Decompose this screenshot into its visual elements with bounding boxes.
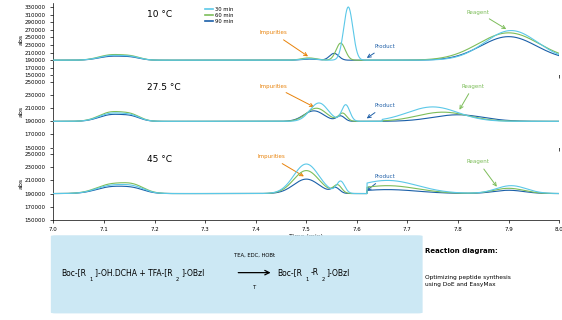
Text: T: T	[252, 285, 256, 291]
Text: Product: Product	[368, 103, 395, 118]
Text: Reagent: Reagent	[460, 84, 484, 109]
Text: Reagent: Reagent	[467, 159, 496, 186]
Text: 2: 2	[321, 277, 325, 282]
Text: Boc-[R: Boc-[R	[61, 268, 86, 277]
Text: TEA, EDC, HOBt: TEA, EDC, HOBt	[234, 253, 275, 258]
Text: Reaction diagram:: Reaction diagram:	[425, 248, 498, 253]
Text: 27.5 °C: 27.5 °C	[147, 83, 180, 92]
Text: 10 °C: 10 °C	[147, 11, 172, 20]
Text: 45 °C: 45 °C	[147, 155, 172, 164]
Text: ]-OH.DCHA + TFA-[R: ]-OH.DCHA + TFA-[R	[95, 268, 173, 277]
Text: Optimizing peptide synthesis
using DoE and EasyMax: Optimizing peptide synthesis using DoE a…	[425, 275, 511, 287]
Text: 1: 1	[305, 277, 309, 282]
Y-axis label: abs: abs	[19, 34, 24, 45]
Text: ]-OBzl: ]-OBzl	[181, 268, 204, 277]
Y-axis label: abs: abs	[19, 106, 24, 117]
Text: Impurities: Impurities	[260, 30, 307, 56]
Text: ]-OBzl: ]-OBzl	[327, 268, 350, 277]
Text: 1: 1	[90, 277, 93, 282]
FancyBboxPatch shape	[51, 235, 423, 313]
Legend: 30 min, 60 min, 90 min: 30 min, 60 min, 90 min	[203, 4, 235, 26]
Text: Reagent: Reagent	[467, 10, 505, 28]
Text: Boc-[R: Boc-[R	[278, 268, 302, 277]
Text: Product: Product	[368, 44, 395, 57]
Text: -R: -R	[310, 268, 319, 277]
Text: Product: Product	[368, 174, 395, 190]
Text: 2: 2	[176, 277, 179, 282]
Y-axis label: abs: abs	[19, 178, 24, 189]
X-axis label: Time (min): Time (min)	[289, 234, 323, 239]
Text: Impurities: Impurities	[260, 84, 313, 107]
Text: Impurities: Impurities	[257, 155, 303, 176]
